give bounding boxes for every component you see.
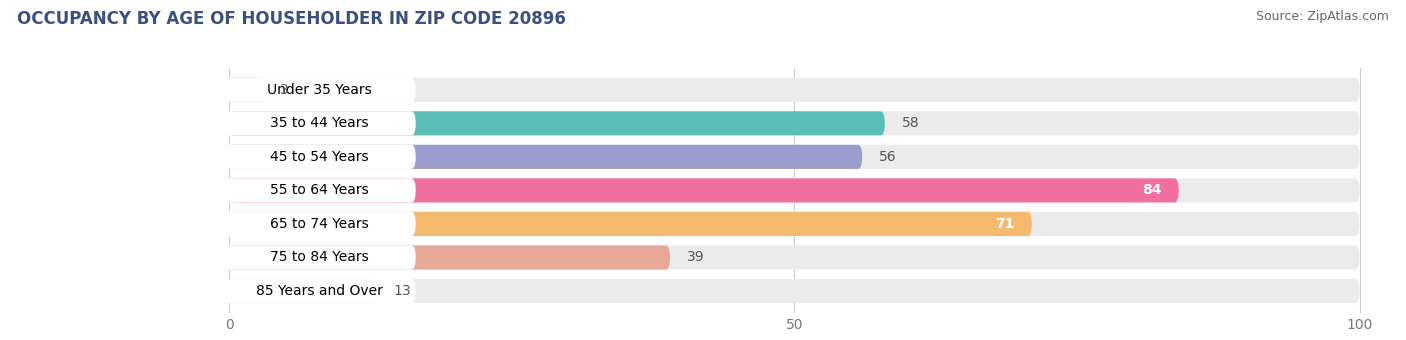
FancyBboxPatch shape xyxy=(229,178,1178,203)
FancyBboxPatch shape xyxy=(229,279,1360,303)
FancyBboxPatch shape xyxy=(229,78,1360,102)
Text: 58: 58 xyxy=(901,116,920,130)
FancyBboxPatch shape xyxy=(229,279,377,303)
Text: Under 35 Years: Under 35 Years xyxy=(267,83,373,97)
FancyBboxPatch shape xyxy=(224,212,416,236)
FancyBboxPatch shape xyxy=(229,212,1032,236)
Text: 39: 39 xyxy=(688,251,704,265)
Text: 55 to 64 Years: 55 to 64 Years xyxy=(270,183,368,198)
Text: 56: 56 xyxy=(879,150,897,164)
Text: 3: 3 xyxy=(280,83,288,97)
Text: OCCUPANCY BY AGE OF HOUSEHOLDER IN ZIP CODE 20896: OCCUPANCY BY AGE OF HOUSEHOLDER IN ZIP C… xyxy=(17,10,565,28)
FancyBboxPatch shape xyxy=(224,178,416,203)
FancyBboxPatch shape xyxy=(229,245,1360,270)
FancyBboxPatch shape xyxy=(224,279,416,303)
FancyBboxPatch shape xyxy=(229,78,263,102)
Text: 85 Years and Over: 85 Years and Over xyxy=(256,284,382,298)
FancyBboxPatch shape xyxy=(224,145,416,169)
FancyBboxPatch shape xyxy=(229,212,1360,236)
Text: 75 to 84 Years: 75 to 84 Years xyxy=(270,251,368,265)
Text: Source: ZipAtlas.com: Source: ZipAtlas.com xyxy=(1256,10,1389,23)
FancyBboxPatch shape xyxy=(229,145,862,169)
FancyBboxPatch shape xyxy=(229,245,671,270)
FancyBboxPatch shape xyxy=(229,178,1360,203)
FancyBboxPatch shape xyxy=(224,245,416,270)
Text: 45 to 54 Years: 45 to 54 Years xyxy=(270,150,368,164)
FancyBboxPatch shape xyxy=(229,145,1360,169)
Text: 65 to 74 Years: 65 to 74 Years xyxy=(270,217,368,231)
FancyBboxPatch shape xyxy=(224,78,416,102)
Text: 84: 84 xyxy=(1142,183,1161,198)
Text: 35 to 44 Years: 35 to 44 Years xyxy=(270,116,368,130)
FancyBboxPatch shape xyxy=(229,111,884,135)
FancyBboxPatch shape xyxy=(224,111,416,135)
Text: 13: 13 xyxy=(394,284,411,298)
Text: 71: 71 xyxy=(995,217,1015,231)
FancyBboxPatch shape xyxy=(229,111,1360,135)
